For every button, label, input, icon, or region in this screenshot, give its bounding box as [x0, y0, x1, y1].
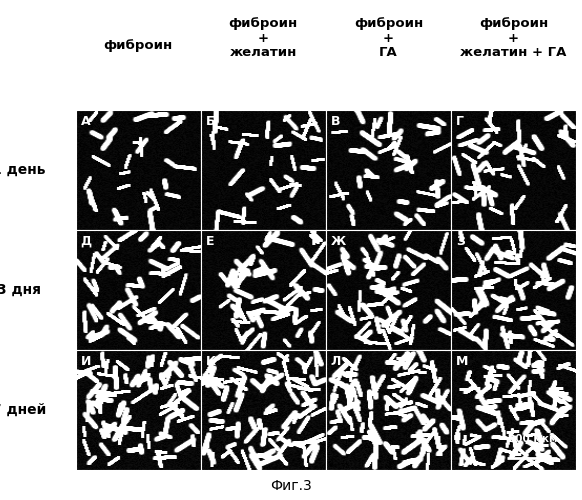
Text: 1 день: 1 день — [0, 163, 45, 177]
Text: 200 мкм: 200 мкм — [508, 434, 557, 444]
Text: Г: Г — [456, 115, 464, 128]
Text: фиброин
+
желатин: фиброин + желатин — [229, 16, 298, 60]
Text: В: В — [331, 115, 340, 128]
Text: М: М — [456, 355, 469, 368]
Text: А: А — [81, 115, 90, 128]
Text: И: И — [81, 355, 91, 368]
Text: Фиг.3: Фиг.3 — [270, 478, 312, 492]
Text: фиброин
+
ГА: фиброин + ГА — [354, 16, 423, 60]
Text: 7 дней: 7 дней — [0, 403, 46, 417]
Text: Б: Б — [206, 115, 215, 128]
Text: фиброин
+
желатин + ГА: фиброин + желатин + ГА — [460, 16, 567, 60]
Text: Л: Л — [331, 355, 341, 368]
Text: фиброин: фиброин — [104, 38, 173, 52]
Text: 3 дня: 3 дня — [0, 283, 41, 297]
Text: К: К — [206, 355, 216, 368]
Text: Д: Д — [81, 235, 92, 248]
Text: Ж: Ж — [331, 235, 346, 248]
Text: Е: Е — [206, 235, 214, 248]
Text: З: З — [456, 235, 465, 248]
